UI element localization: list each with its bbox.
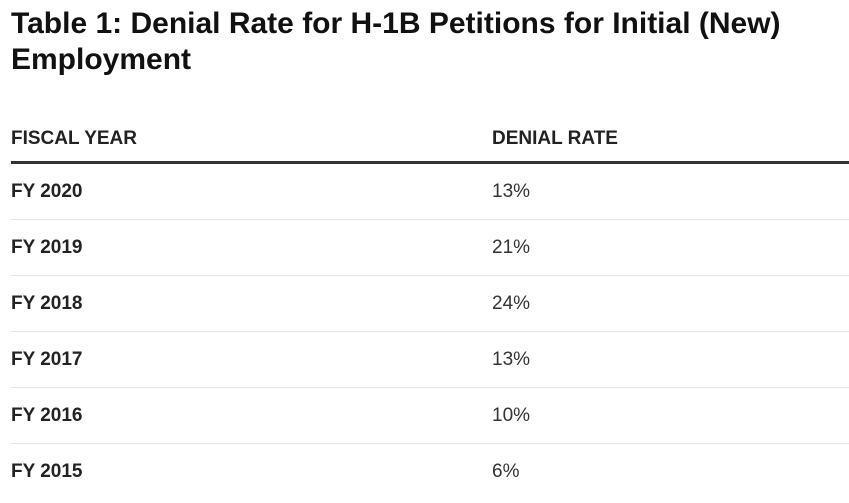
denial-rate-cell: 13% bbox=[492, 180, 531, 202]
fiscal-year-cell: FY 2020 bbox=[11, 180, 83, 202]
table-title: Table 1: Denial Rate for H-1B Petitions … bbox=[11, 7, 781, 76]
fiscal-year-cell: FY 2019 bbox=[11, 236, 83, 258]
denial-rate-cell: 6% bbox=[492, 460, 520, 482]
table-row: FY 2017 13% bbox=[11, 332, 849, 388]
table-row: FY 2015 6% bbox=[11, 444, 849, 499]
column-header-denial-rate: DENIAL RATE bbox=[492, 127, 618, 149]
table-row: FY 2016 10% bbox=[11, 388, 849, 444]
table-row: FY 2019 21% bbox=[11, 220, 849, 276]
fiscal-year-cell: FY 2015 bbox=[11, 460, 83, 482]
denial-rate-cell: 13% bbox=[492, 348, 531, 370]
table-header-row: FISCAL YEAR DENIAL RATE bbox=[11, 108, 849, 164]
denial-rate-cell: 24% bbox=[492, 292, 531, 314]
column-header-fiscal-year: FISCAL YEAR bbox=[11, 127, 137, 149]
denial-rate-table: FISCAL YEAR DENIAL RATE FY 2020 13% FY 2… bbox=[11, 108, 849, 499]
fiscal-year-cell: FY 2016 bbox=[11, 404, 83, 426]
denial-rate-cell: 10% bbox=[492, 404, 531, 426]
table-row: FY 2020 13% bbox=[11, 164, 849, 220]
fiscal-year-cell: FY 2017 bbox=[11, 348, 83, 370]
fiscal-year-cell: FY 2018 bbox=[11, 292, 83, 314]
table-row: FY 2018 24% bbox=[11, 276, 849, 332]
denial-rate-cell: 21% bbox=[492, 236, 531, 258]
